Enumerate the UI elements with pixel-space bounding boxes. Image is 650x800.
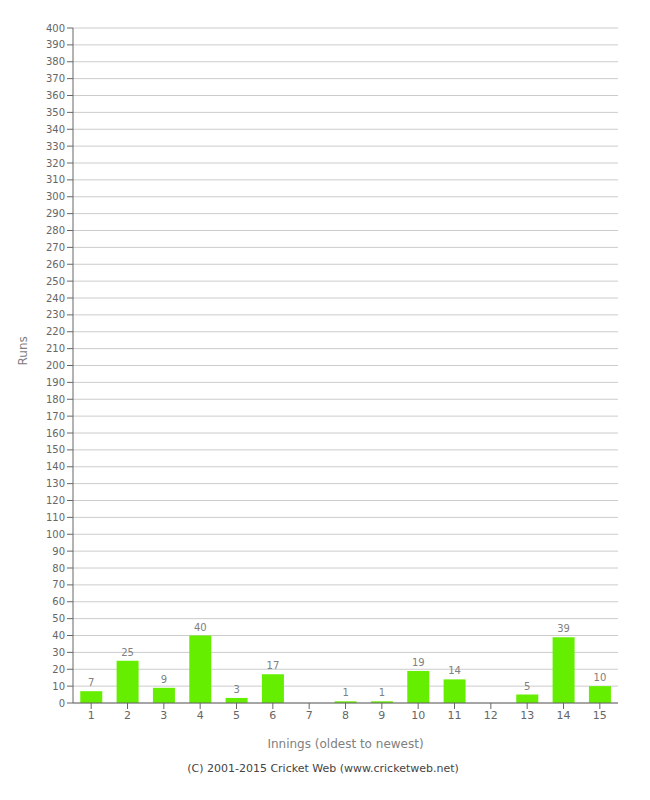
svg-text:290: 290 [46,208,65,219]
svg-text:320: 320 [46,158,65,169]
svg-text:150: 150 [46,444,65,455]
svg-text:3: 3 [160,709,167,722]
svg-text:220: 220 [46,326,65,337]
svg-text:170: 170 [46,411,65,422]
svg-text:340: 340 [46,124,65,135]
svg-text:90: 90 [52,546,65,557]
svg-text:260: 260 [46,259,65,270]
svg-text:140: 140 [46,461,65,472]
svg-text:230: 230 [46,309,65,320]
svg-text:10: 10 [594,672,607,683]
svg-text:380: 380 [46,56,65,67]
svg-text:19: 19 [412,657,425,668]
svg-text:350: 350 [46,107,65,118]
svg-text:4: 4 [197,709,204,722]
svg-text:160: 160 [46,428,65,439]
svg-text:110: 110 [46,512,65,523]
svg-text:14: 14 [448,665,461,676]
svg-text:15: 15 [593,709,607,722]
svg-text:0: 0 [59,698,65,709]
svg-text:80: 80 [52,563,65,574]
svg-text:5: 5 [233,709,240,722]
svg-text:390: 390 [46,39,65,50]
svg-text:Runs: Runs [16,336,30,365]
svg-text:370: 370 [46,73,65,84]
svg-text:8: 8 [342,709,349,722]
svg-text:9: 9 [161,674,167,685]
svg-text:190: 190 [46,377,65,388]
svg-text:40: 40 [194,622,207,633]
svg-text:1: 1 [88,709,95,722]
svg-text:5: 5 [524,681,530,692]
svg-text:30: 30 [52,647,65,658]
svg-text:7: 7 [88,677,94,688]
svg-text:310: 310 [46,174,65,185]
svg-text:250: 250 [46,276,65,287]
svg-text:330: 330 [46,141,65,152]
svg-text:1: 1 [379,687,385,698]
svg-text:70: 70 [52,579,65,590]
svg-text:9: 9 [378,709,385,722]
svg-text:14: 14 [557,709,571,722]
svg-text:25: 25 [121,647,134,658]
svg-text:360: 360 [46,90,65,101]
svg-text:2: 2 [124,709,131,722]
svg-text:11: 11 [448,709,462,722]
svg-text:200: 200 [46,360,65,371]
svg-text:180: 180 [46,394,65,405]
svg-text:240: 240 [46,293,65,304]
svg-text:300: 300 [46,191,65,202]
svg-text:7: 7 [306,709,313,722]
svg-text:10: 10 [411,709,425,722]
svg-text:20: 20 [52,664,65,675]
svg-text:270: 270 [46,242,65,253]
svg-text:17: 17 [267,660,280,671]
svg-text:210: 210 [46,343,65,354]
svg-text:120: 120 [46,495,65,506]
svg-text:39: 39 [557,623,570,634]
svg-text:6: 6 [269,709,276,722]
svg-text:10: 10 [52,681,65,692]
svg-text:50: 50 [52,613,65,624]
svg-text:130: 130 [46,478,65,489]
svg-text:13: 13 [520,709,534,722]
svg-text:100: 100 [46,529,65,540]
svg-text:400: 400 [46,23,65,34]
svg-text:Innings (oldest to newest): Innings (oldest to newest) [267,737,423,751]
svg-text:40: 40 [52,630,65,641]
html-text:(C) 2001-2015 Cricket Web (www: (C) 2001-2015 Cricket Web (www.cricketwe… [187,762,459,775]
svg-text:280: 280 [46,225,65,236]
svg-text:60: 60 [52,596,65,607]
svg-text:12: 12 [484,709,498,722]
svg-text:3: 3 [233,684,239,695]
svg-text:1: 1 [342,687,348,698]
